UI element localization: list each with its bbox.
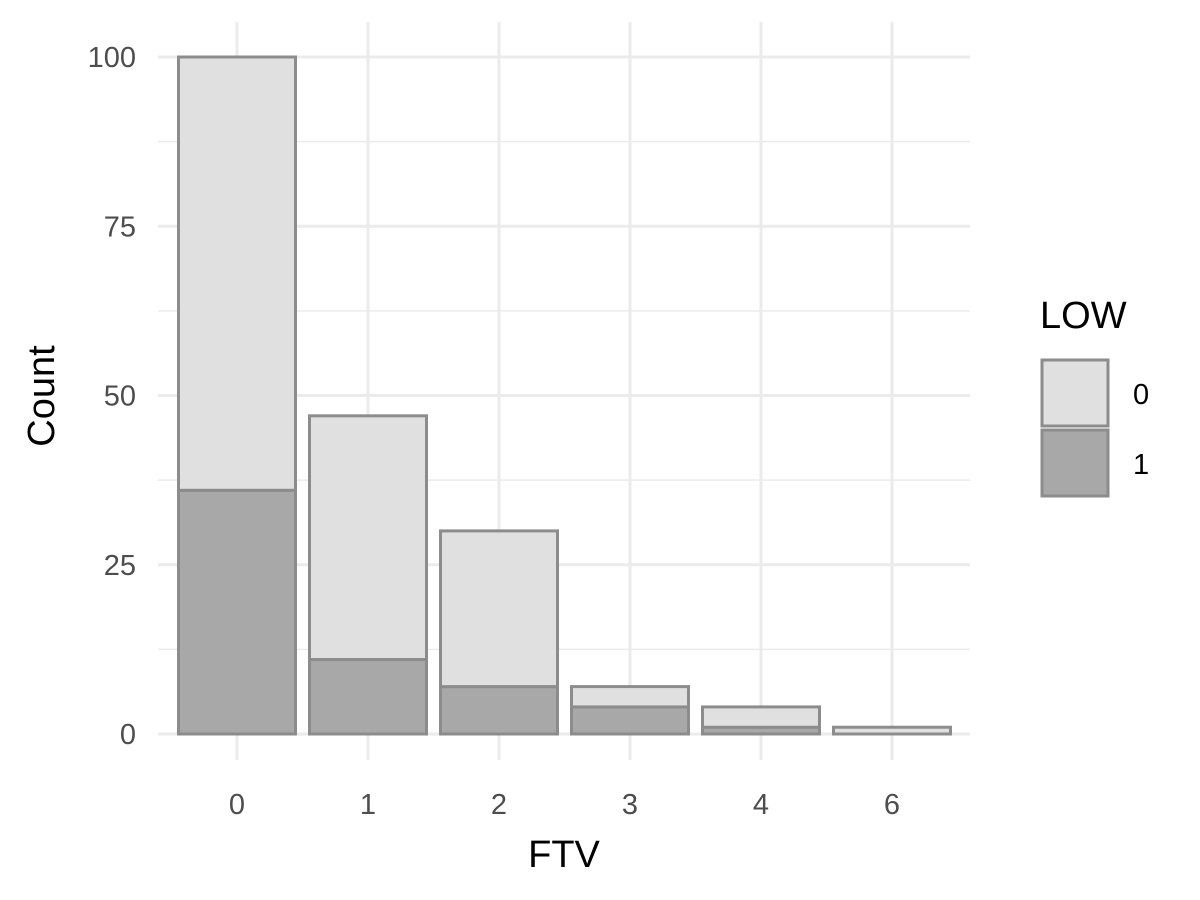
- y-tick-label: 25: [104, 550, 136, 582]
- bar-segment-low-1-ftv-2: [439, 685, 559, 736]
- x-tick-label: 3: [622, 789, 638, 821]
- x-axis-tick-labels: 0 1 2 3 4 6: [229, 789, 900, 821]
- x-tick-label: 1: [360, 789, 376, 821]
- bar-segment-low-1-ftv-0: [177, 488, 297, 736]
- legend-label-0: 0: [1133, 379, 1149, 411]
- x-tick-label: 6: [884, 789, 900, 821]
- legend-items: 01: [1040, 358, 1149, 498]
- y-tick-label: 0: [120, 719, 136, 751]
- x-tick-label: 2: [491, 789, 507, 821]
- x-tick-label: 0: [229, 789, 245, 821]
- bar-segment-low-0-ftv-2: [439, 529, 559, 689]
- legend-label-1: 1: [1133, 449, 1149, 481]
- bar-segment-low-0-ftv-4: [701, 705, 821, 729]
- y-axis-tick-labels: 0 25 50 75 100: [88, 42, 136, 751]
- legend-key-1: [1040, 428, 1110, 498]
- y-tick-label: 75: [104, 211, 136, 243]
- y-tick-label: 50: [104, 381, 136, 413]
- legend-title: LOW: [1040, 295, 1127, 337]
- legend-key-0: [1040, 358, 1110, 428]
- y-tick-label: 100: [88, 42, 136, 74]
- bar-segment-low-1-ftv-1: [308, 658, 428, 736]
- bar-segment-low-0-ftv-3: [570, 685, 690, 709]
- bars: [177, 55, 952, 736]
- bar-segment-low-1-ftv-3: [570, 705, 690, 736]
- bar-segment-low-0-ftv-6: [832, 725, 952, 736]
- x-axis-title: FTV: [528, 834, 600, 876]
- bar-segment-low-0-ftv-0: [177, 55, 297, 492]
- y-axis-title: Count: [21, 345, 63, 447]
- legend: LOW 01: [1040, 295, 1149, 498]
- bar-segment-low-0-ftv-1: [308, 414, 428, 662]
- x-tick-label: 4: [753, 789, 769, 821]
